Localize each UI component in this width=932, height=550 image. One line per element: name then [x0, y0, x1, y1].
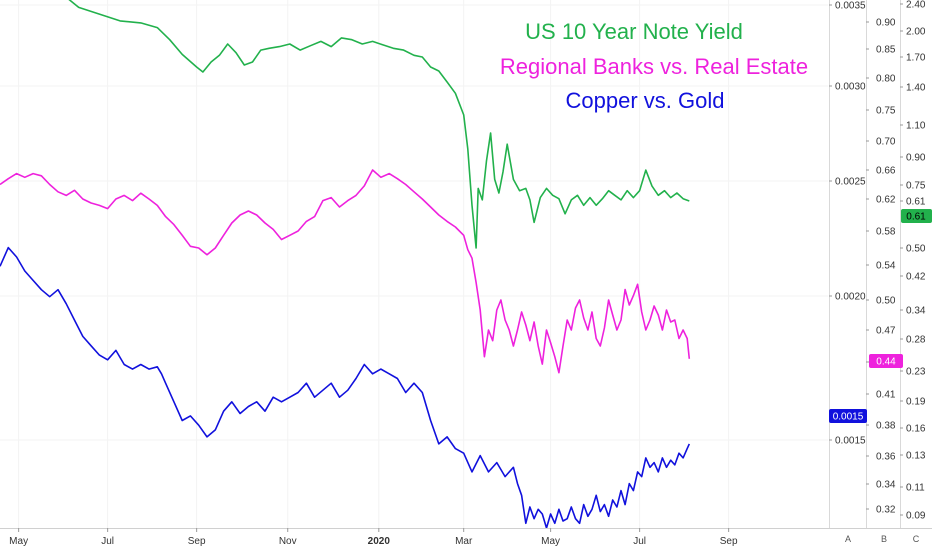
- axis-tick-label: 0.34: [906, 306, 926, 317]
- scale-button-b[interactable]: B: [881, 534, 887, 544]
- x-tick-label: Nov: [279, 536, 297, 547]
- legend-titles: US 10 Year Note Yield Regional Banks vs.…: [500, 19, 808, 113]
- axis-tick-label: 0.36: [876, 452, 896, 463]
- axis-tick-label: 0.42: [906, 272, 926, 283]
- axis-tick-label: 0.13: [906, 451, 926, 462]
- scale-button-a[interactable]: A: [845, 534, 851, 544]
- x-tick-label: Sep: [720, 536, 738, 547]
- axis-tick-label: 0.90: [906, 153, 926, 164]
- axis-tick-label: 0.41: [876, 390, 896, 401]
- last-value-tag-copper-gold: [829, 409, 867, 423]
- x-tick-label: 2020: [368, 536, 391, 547]
- series-line-yield: [68, 0, 690, 249]
- last-value-tag-yield: [901, 209, 932, 223]
- last-value-label-yield: 0.61: [906, 212, 926, 223]
- axis-tick-label: 0.0030: [835, 82, 866, 93]
- x-tick-label: May: [9, 536, 28, 547]
- axis-tick-label: 0.75: [906, 181, 926, 192]
- last-value-label-copper-gold: 0.0015: [833, 412, 864, 423]
- axis-tick-label: 0.0015: [835, 436, 866, 447]
- x-tick-label: May: [541, 536, 560, 547]
- axis-tick-label: 1.40: [906, 83, 926, 94]
- axis-tick-label: 0.32: [876, 505, 896, 516]
- x-tick-label: Jul: [633, 536, 646, 547]
- axis-tick-label: 0.58: [876, 227, 896, 238]
- grid: [0, 0, 828, 528]
- axis-tick-label: 0.66: [876, 166, 896, 177]
- title-banks-realestate: Regional Banks vs. Real Estate: [500, 54, 808, 79]
- axis-tick-label: 0.54: [876, 261, 896, 272]
- x-tick-label: Sep: [188, 536, 206, 547]
- axis-tick-label: 0.50: [906, 244, 926, 255]
- scale-buttons[interactable]: A B C: [845, 534, 920, 544]
- axis-tick-label: 2.00: [906, 27, 926, 38]
- x-tick-label: Jul: [101, 536, 114, 547]
- axis-tick-label: 0.11: [906, 483, 925, 494]
- axis-tick-label: 0.0020: [835, 292, 866, 303]
- axis-tick-label: 0.75: [876, 106, 896, 117]
- axis-tick-label: 0.19: [906, 397, 926, 408]
- price-axes-panel[interactable]: 0.0035 0.0030 0.0025 0.0020 0.0015 0.90 0.85 0.…: [829, 0, 926, 528]
- last-value-tag-banks-realestate: [869, 354, 903, 368]
- axis-tick-label: 0.80: [876, 74, 896, 85]
- axis-tick-label: 0.47: [876, 326, 896, 337]
- axis-tick-label: 0.0025: [835, 177, 866, 188]
- time-axis[interactable]: May Jul Sep Nov 2020 Mar May Jul Sep: [0, 528, 932, 547]
- axis-tick-label: 0.85: [876, 45, 896, 56]
- series-line-copper-gold: [0, 246, 691, 529]
- axis-tick-label: 0.0035: [835, 1, 866, 12]
- axis-tick-label: 0.90: [876, 18, 896, 29]
- x-ticks: May Jul Sep Nov 2020 Mar May Jul Sep: [9, 528, 738, 547]
- axis-tick-label: 0.38: [876, 421, 896, 432]
- axis-tick-label: 0.70: [876, 137, 896, 148]
- axis-tick-label: 0.34: [876, 480, 896, 491]
- axis-tick-label: 0.28: [906, 335, 926, 346]
- axis-ticks-layer: 0.0035 0.0030 0.0025 0.0020 0.0015 0.90 0.85 0.…: [829, 0, 926, 522]
- axis-tick-label: 0.61: [906, 197, 926, 208]
- title-copper-gold: Copper vs. Gold: [566, 88, 725, 113]
- axis-tick-label: 0.16: [906, 424, 926, 435]
- axis-tick-label: 2.40: [906, 0, 926, 11]
- axis-tick-label: 1.10: [906, 121, 926, 132]
- last-value-tags: 0.0015 0.44 0.61: [829, 209, 932, 423]
- title-yield: US 10 Year Note Yield: [525, 19, 743, 44]
- axis-tick-label: 0.09: [906, 511, 926, 522]
- last-value-label-banks-realestate: 0.44: [876, 357, 896, 368]
- series-line-banks-realestate: [0, 169, 691, 374]
- axis-tick-label: 0.50: [876, 296, 896, 307]
- axis-tick-label: 0.62: [876, 195, 896, 206]
- series-layer: [0, 0, 691, 529]
- axis-tick-label: 1.70: [906, 53, 926, 64]
- x-tick-label: Mar: [455, 536, 473, 547]
- axis-tick-label: 0.23: [906, 367, 926, 378]
- scale-button-c[interactable]: C: [913, 534, 920, 544]
